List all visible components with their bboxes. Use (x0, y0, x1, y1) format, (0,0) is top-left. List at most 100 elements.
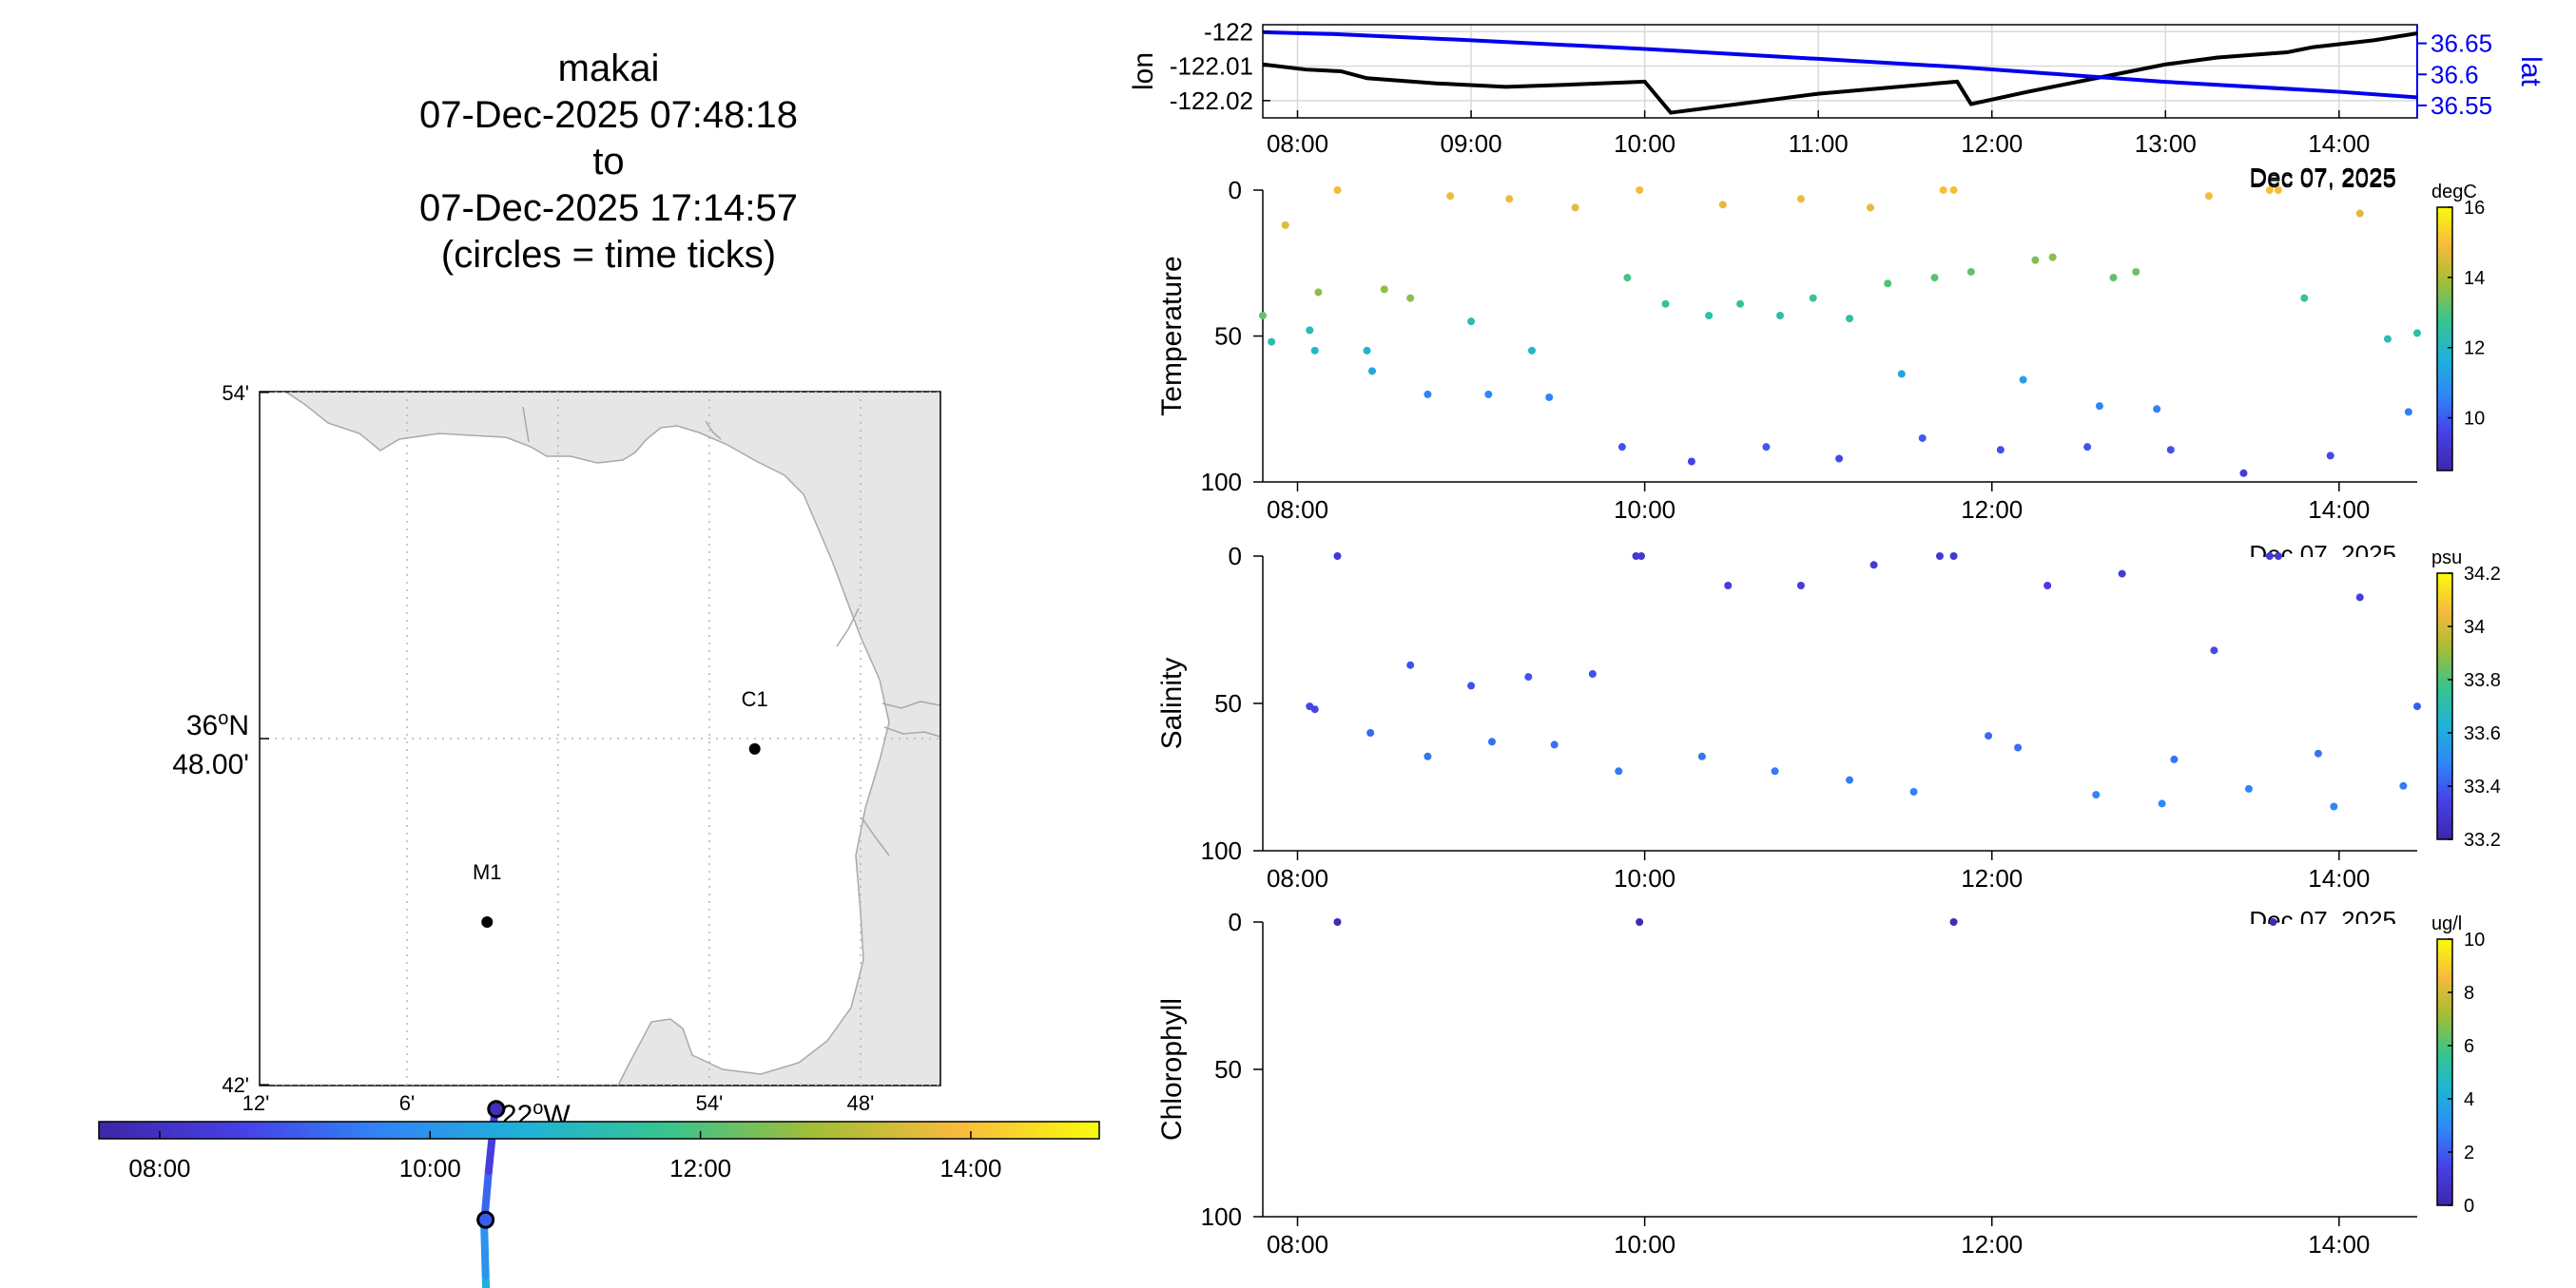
temperature-data-point (1897, 370, 1906, 378)
chlorophyll-colorbar-tick-label: 4 (2464, 1089, 2474, 1110)
nav-right-ylabel: lat (2515, 56, 2547, 87)
salinity-data-point (1366, 729, 1375, 737)
salinity-x-tick-label: 08:00 (1267, 864, 1328, 893)
salinity-data-point (2170, 755, 2179, 763)
salinity-data-point (1724, 582, 1733, 589)
temperature-data-point (1623, 274, 1632, 282)
river-3 (836, 607, 860, 647)
temperature-data-point (2019, 375, 2027, 384)
temperature-colorbar-tick-label: 16 (2464, 198, 2485, 219)
nav-left-tick-label: -122.02 (1170, 87, 1253, 115)
salinity-x-tick-label: 10:00 (1614, 864, 1675, 893)
temperature-y-tick-label: 100 (1201, 468, 1242, 496)
salinity-data-points (1306, 552, 2421, 811)
temperature-data-point (1996, 446, 2005, 454)
salinity-data-point (1985, 732, 1993, 740)
salinity-data-point (1333, 552, 1342, 560)
temperature-y-tick-label: 0 (1229, 176, 1242, 204)
temperature-data-point (2383, 335, 2392, 343)
chlorophyll-data-point (1949, 918, 1958, 926)
temperature-data-point (1918, 433, 1927, 442)
map-y-tick-label: 54' (222, 381, 249, 405)
river-5 (883, 726, 940, 738)
salinity-data-point (2399, 781, 2408, 790)
nav-x-tick-label: 14:00 (2308, 129, 2370, 158)
map-lat-minutes-label: 48.00' (172, 749, 249, 780)
salinity-data-point (1524, 673, 1533, 682)
temperature-colorbar-tick-label: 12 (2464, 338, 2485, 359)
map-x-tick-label: 6' (399, 1091, 415, 1115)
temperature-x-tick-label: 14:00 (2308, 495, 2370, 524)
chlorophyll-x-tick-label: 10:00 (1614, 1230, 1675, 1259)
chlorophyll-y-tick-label: 0 (1229, 908, 1242, 936)
temperature-data-point (2326, 452, 2334, 460)
nav-x-tick-label: 10:00 (1614, 129, 1675, 158)
temperature-x-tick-label: 08:00 (1267, 495, 1328, 524)
temperature-y-tick-label: 50 (1214, 322, 1242, 351)
temperature-x-tick-label: 10:00 (1614, 495, 1675, 524)
salinity-colorbar (2436, 572, 2453, 840)
salinity-data-point (2413, 702, 2421, 711)
salinity-colorbar-tick-label: 34 (2464, 617, 2485, 638)
nav-x-tick-label: 12:00 (1961, 129, 2023, 158)
temperature-data-point (1796, 195, 1805, 203)
nav-plot: 08:00 09:00 10:00 11:00 12:00 13:00 14:00 -122 -… (1128, 17, 2547, 193)
river-4 (881, 701, 940, 709)
salinity-data-point (1771, 767, 1779, 776)
temperature-data-point (2031, 256, 2040, 264)
chlorophyll-colorbar-tick-label: 0 (2464, 1196, 2474, 1217)
salinity-data-point (2043, 582, 2052, 589)
map-ticks: 12' 6' 54' 48' 54' 42' (222, 381, 874, 1115)
salinity-colorbar-tick-label: 33.8 (2464, 670, 2501, 691)
chlorophyll-colorbar-tick-label: 2 (2464, 1143, 2474, 1163)
nav-series-lat (1262, 29, 2418, 100)
salinity-data-point (1424, 752, 1432, 760)
figure-title: makai 07-Dec-2025 07:48:18 to 07-Dec-202… (342, 46, 875, 279)
nav-right-tick-label: 36.65 (2431, 29, 2492, 58)
nav-left-tick-label: -122 (1204, 17, 1253, 46)
title-start-time: 07-Dec-2025 07:48:18 (418, 94, 799, 136)
temperature-data-point (1368, 367, 1377, 375)
temperature-data-point (1259, 312, 1267, 320)
temperature-data-point (1571, 203, 1579, 212)
salinity-data-point (2355, 593, 2364, 602)
temperature-data-point (2265, 186, 2274, 194)
temperature-colorbar-tick-label: 10 (2464, 409, 2485, 430)
chlorophyll-x-tick-label: 14:00 (2308, 1230, 2370, 1259)
mooring-label-c1: C1 (742, 687, 768, 711)
salinity-data-point (1949, 552, 1958, 560)
salinity-colorbar-tick-label: 33.6 (2464, 723, 2501, 744)
nav-x-tick-label: 08:00 (1267, 129, 1328, 158)
salinity-data-point (2330, 802, 2338, 811)
nav-x-tick-label: 11:00 (1789, 129, 1849, 158)
salinity-y-tick-label: 100 (1201, 836, 1242, 865)
nav-x-tick-label: 13:00 (2135, 129, 2197, 158)
temperature-data-point (1835, 454, 1844, 463)
temperature-data-point (2083, 443, 2092, 452)
temperature-data-point (2300, 294, 2309, 302)
temperature-x-tick-label: 12:00 (1961, 495, 2023, 524)
title-vehicle: makai (557, 48, 660, 89)
track-segment (480, 1219, 490, 1279)
salinity-data-point (1487, 738, 1496, 746)
temperature-ylabel: Temperature (1156, 256, 1188, 415)
temperature-data-point (1310, 346, 1319, 355)
river-1 (522, 406, 530, 443)
temperature-date-label: Dec 07, 2025 (2249, 163, 2396, 191)
salinity-ylabel: Salinity (1156, 658, 1188, 750)
chlorophyll-y-tick-label: 100 (1201, 1202, 1242, 1231)
salinity-colorbar-tick-label: 33.2 (2464, 830, 2501, 851)
salinity-plot: 08:00 10:00 12:00 14:00 0 50 100 Salinity Dec 07… (1156, 540, 2501, 893)
salinity-data-point (1310, 705, 1319, 714)
time-colorbar-tick-label: 14:00 (939, 1154, 1001, 1182)
salinity-data-point (1588, 670, 1597, 678)
temperature-data-point (1966, 267, 1975, 276)
nav-left-ylabel: lon (1128, 52, 1159, 90)
map-lat-degree-label: 36oN (186, 708, 249, 741)
temperature-data-point (2404, 408, 2412, 416)
title-note: (circles = time ticks) (440, 234, 777, 276)
salinity-data-point (1615, 767, 1623, 776)
nav-right-tick-label: 36.6 (2431, 60, 2479, 88)
temperature-data-point (1736, 299, 1745, 308)
